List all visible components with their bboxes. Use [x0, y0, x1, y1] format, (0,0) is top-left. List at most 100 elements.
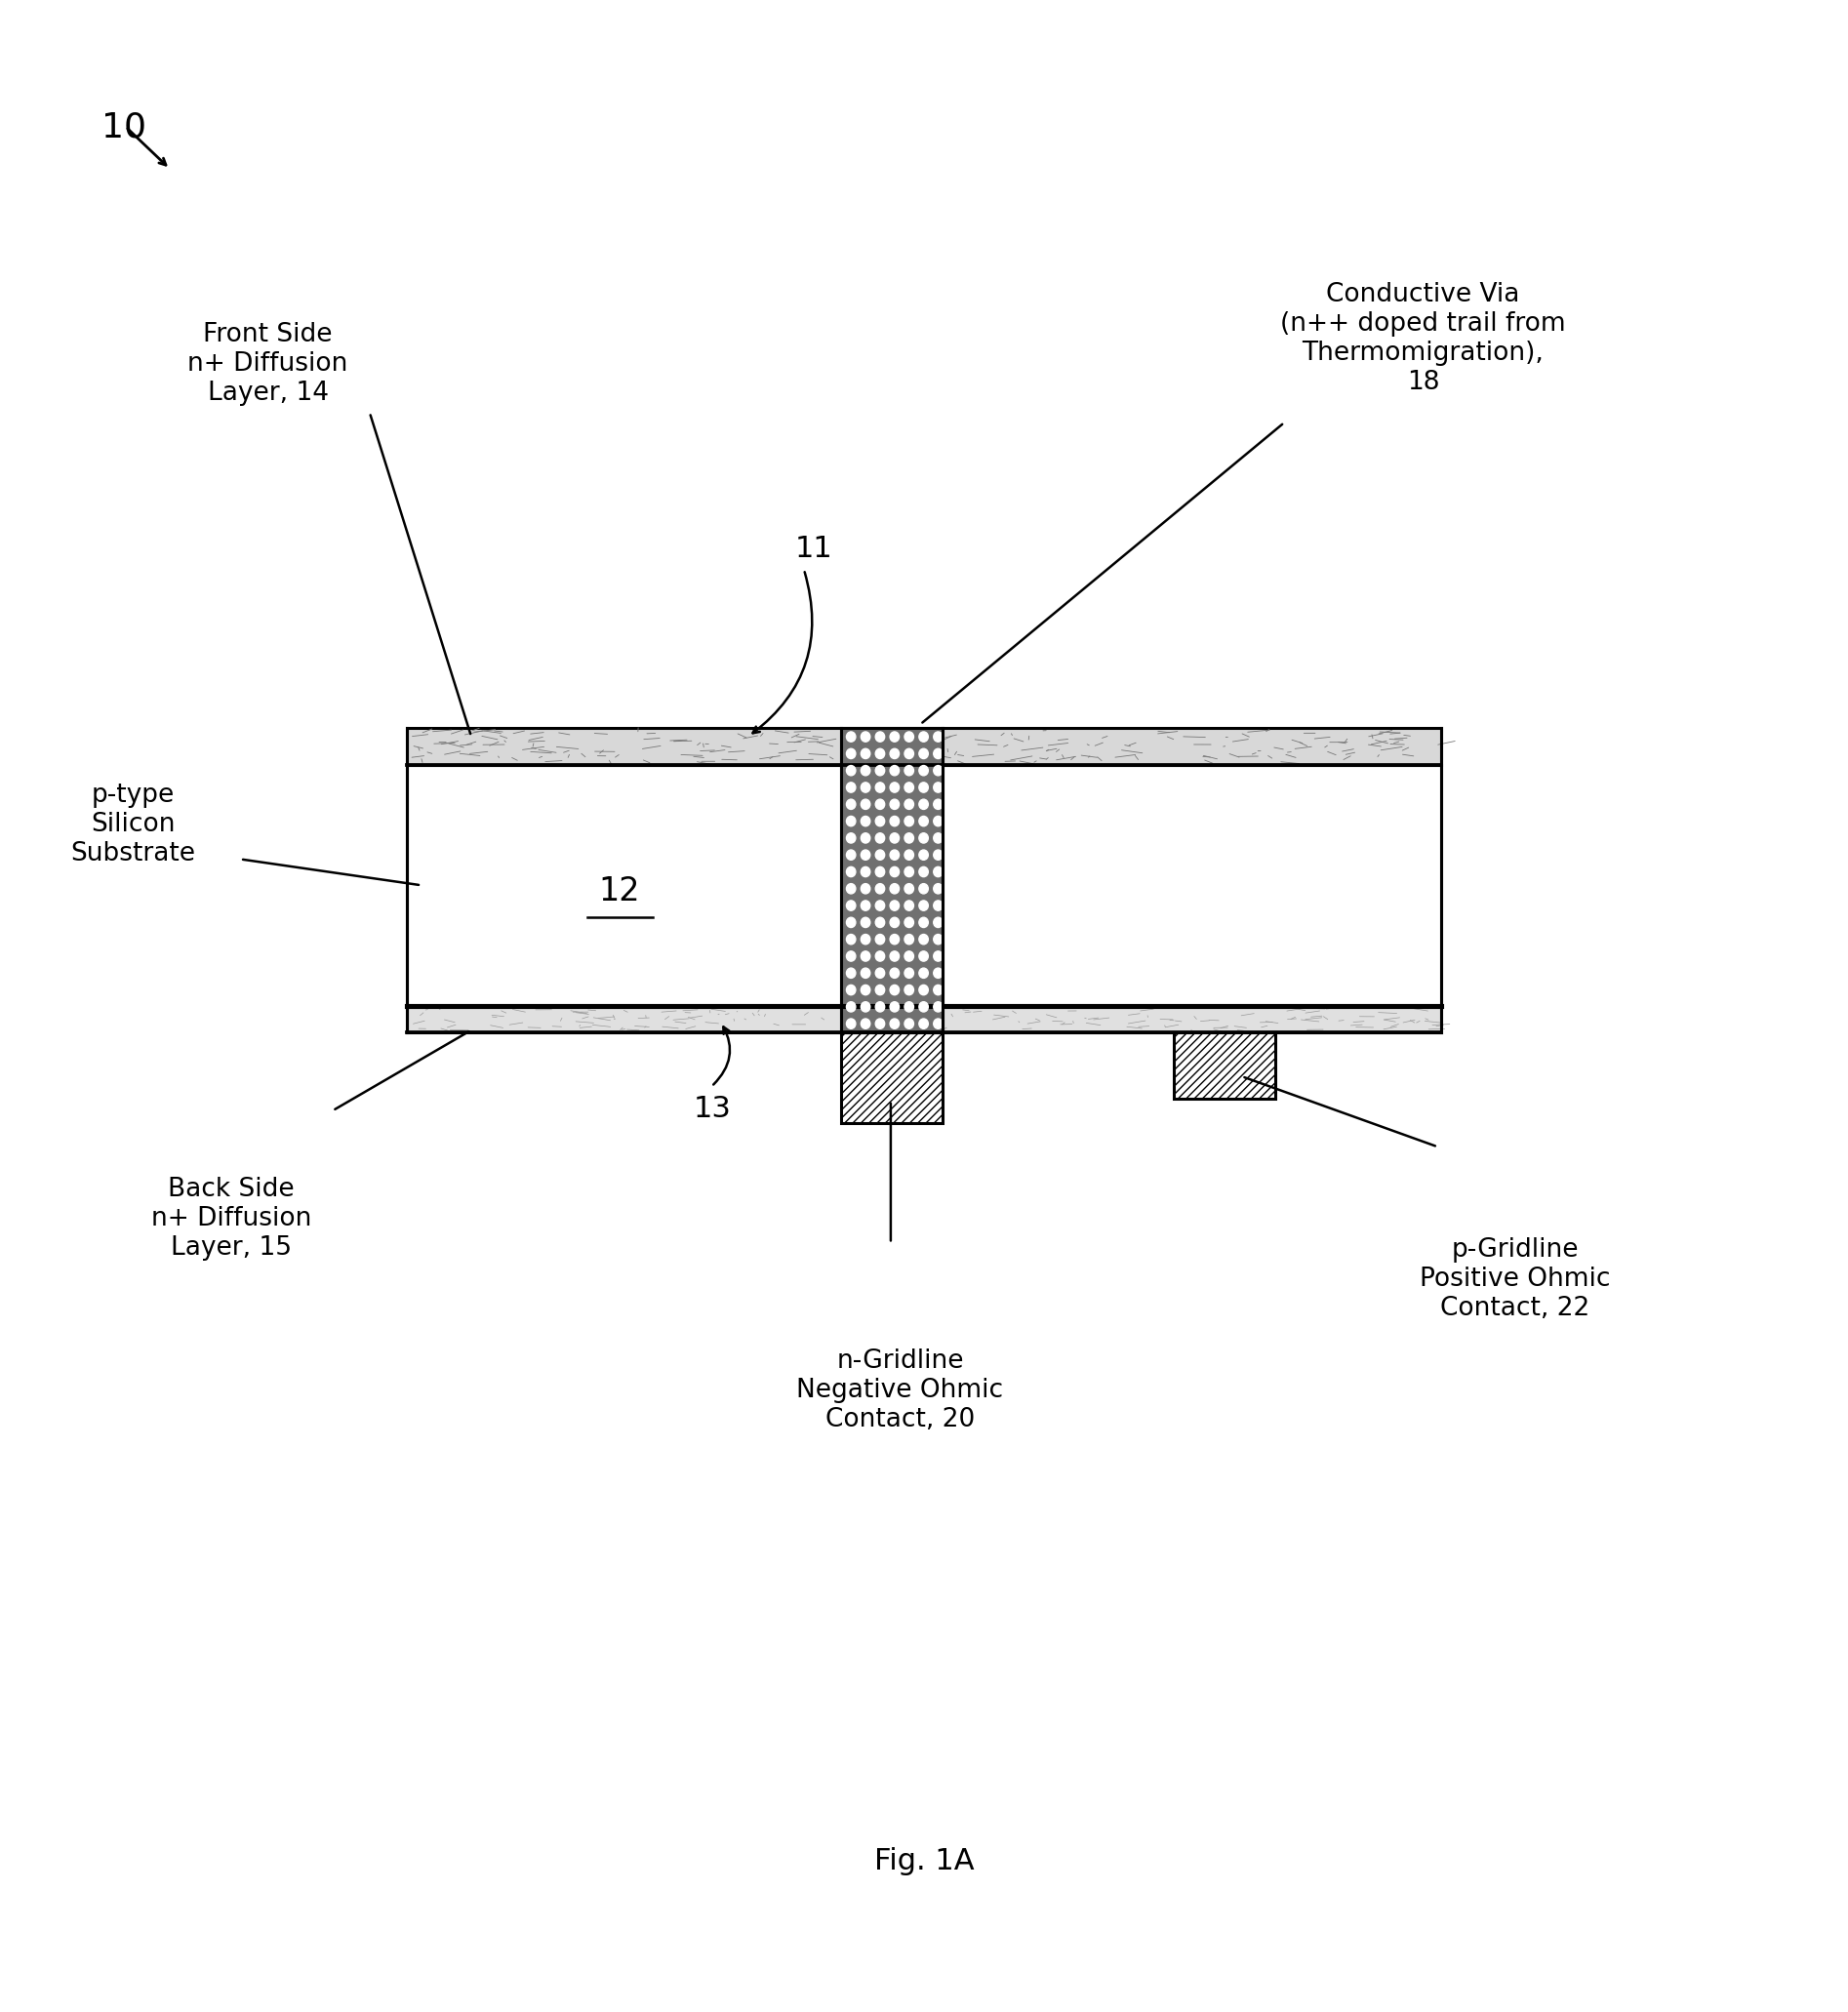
- Circle shape: [876, 901, 885, 911]
- Circle shape: [846, 952, 856, 962]
- Circle shape: [918, 867, 928, 877]
- Circle shape: [846, 748, 856, 759]
- Circle shape: [876, 817, 885, 827]
- Circle shape: [918, 732, 928, 742]
- Circle shape: [933, 748, 942, 759]
- Circle shape: [846, 817, 856, 827]
- Circle shape: [846, 1002, 856, 1012]
- Text: Front Side
n+ Diffusion
Layer, 14: Front Side n+ Diffusion Layer, 14: [188, 322, 347, 406]
- Circle shape: [846, 783, 856, 793]
- Circle shape: [861, 1002, 870, 1012]
- Circle shape: [846, 765, 856, 775]
- Circle shape: [904, 952, 913, 962]
- Circle shape: [876, 883, 885, 893]
- Circle shape: [876, 867, 885, 877]
- Circle shape: [861, 917, 870, 928]
- Circle shape: [918, 1018, 928, 1028]
- Circle shape: [876, 849, 885, 859]
- Circle shape: [918, 934, 928, 944]
- Circle shape: [891, 783, 900, 793]
- Circle shape: [891, 765, 900, 775]
- Bar: [841, 1032, 942, 1123]
- Circle shape: [876, 799, 885, 809]
- Circle shape: [918, 883, 928, 893]
- Circle shape: [891, 917, 900, 928]
- Circle shape: [876, 968, 885, 978]
- Circle shape: [876, 833, 885, 843]
- Circle shape: [918, 783, 928, 793]
- Circle shape: [846, 849, 856, 859]
- Circle shape: [861, 783, 870, 793]
- Circle shape: [876, 783, 885, 793]
- Circle shape: [861, 883, 870, 893]
- Circle shape: [918, 748, 928, 759]
- Circle shape: [904, 765, 913, 775]
- Circle shape: [861, 799, 870, 809]
- Circle shape: [904, 1002, 913, 1012]
- Circle shape: [933, 799, 942, 809]
- Circle shape: [891, 732, 900, 742]
- Circle shape: [933, 817, 942, 827]
- Circle shape: [904, 817, 913, 827]
- Circle shape: [891, 986, 900, 996]
- Circle shape: [933, 1002, 942, 1012]
- Text: 13: 13: [693, 1095, 732, 1123]
- Circle shape: [846, 732, 856, 742]
- Circle shape: [861, 986, 870, 996]
- Circle shape: [891, 748, 900, 759]
- Circle shape: [876, 1018, 885, 1028]
- Circle shape: [876, 952, 885, 962]
- Circle shape: [891, 867, 900, 877]
- Circle shape: [861, 817, 870, 827]
- Circle shape: [904, 901, 913, 911]
- Circle shape: [918, 849, 928, 859]
- Circle shape: [891, 799, 900, 809]
- Text: Fig. 1A: Fig. 1A: [874, 1847, 974, 1875]
- Circle shape: [904, 849, 913, 859]
- Circle shape: [918, 917, 928, 928]
- Circle shape: [891, 901, 900, 911]
- Circle shape: [846, 833, 856, 843]
- Circle shape: [876, 917, 885, 928]
- Text: p-Gridline
Positive Ohmic
Contact, 22: p-Gridline Positive Ohmic Contact, 22: [1419, 1237, 1611, 1322]
- Circle shape: [933, 968, 942, 978]
- Circle shape: [846, 901, 856, 911]
- Circle shape: [891, 968, 900, 978]
- Text: Back Side
n+ Diffusion
Layer, 15: Back Side n+ Diffusion Layer, 15: [152, 1177, 310, 1262]
- Circle shape: [861, 833, 870, 843]
- Circle shape: [933, 1018, 942, 1028]
- Circle shape: [876, 1002, 885, 1012]
- Text: n-Gridline
Negative Ohmic
Contact, 20: n-Gridline Negative Ohmic Contact, 20: [796, 1348, 1003, 1433]
- Circle shape: [918, 968, 928, 978]
- Circle shape: [861, 748, 870, 759]
- Circle shape: [891, 1018, 900, 1028]
- Text: 12: 12: [599, 875, 639, 907]
- Circle shape: [918, 817, 928, 827]
- Circle shape: [861, 968, 870, 978]
- Circle shape: [891, 934, 900, 944]
- Circle shape: [891, 817, 900, 827]
- Circle shape: [876, 748, 885, 759]
- Circle shape: [933, 783, 942, 793]
- Circle shape: [846, 883, 856, 893]
- Bar: [407, 728, 1441, 765]
- Circle shape: [918, 799, 928, 809]
- Circle shape: [933, 732, 942, 742]
- Circle shape: [904, 799, 913, 809]
- Circle shape: [933, 867, 942, 877]
- Circle shape: [891, 833, 900, 843]
- Bar: [1173, 1032, 1275, 1099]
- Circle shape: [861, 765, 870, 775]
- Text: p-type
Silicon
Substrate: p-type Silicon Substrate: [70, 783, 196, 867]
- Circle shape: [861, 1018, 870, 1028]
- Text: 10: 10: [102, 111, 146, 143]
- Circle shape: [904, 968, 913, 978]
- Circle shape: [861, 867, 870, 877]
- Circle shape: [846, 986, 856, 996]
- Circle shape: [846, 917, 856, 928]
- Circle shape: [891, 883, 900, 893]
- Circle shape: [904, 883, 913, 893]
- Circle shape: [891, 849, 900, 859]
- Circle shape: [933, 833, 942, 843]
- Circle shape: [933, 986, 942, 996]
